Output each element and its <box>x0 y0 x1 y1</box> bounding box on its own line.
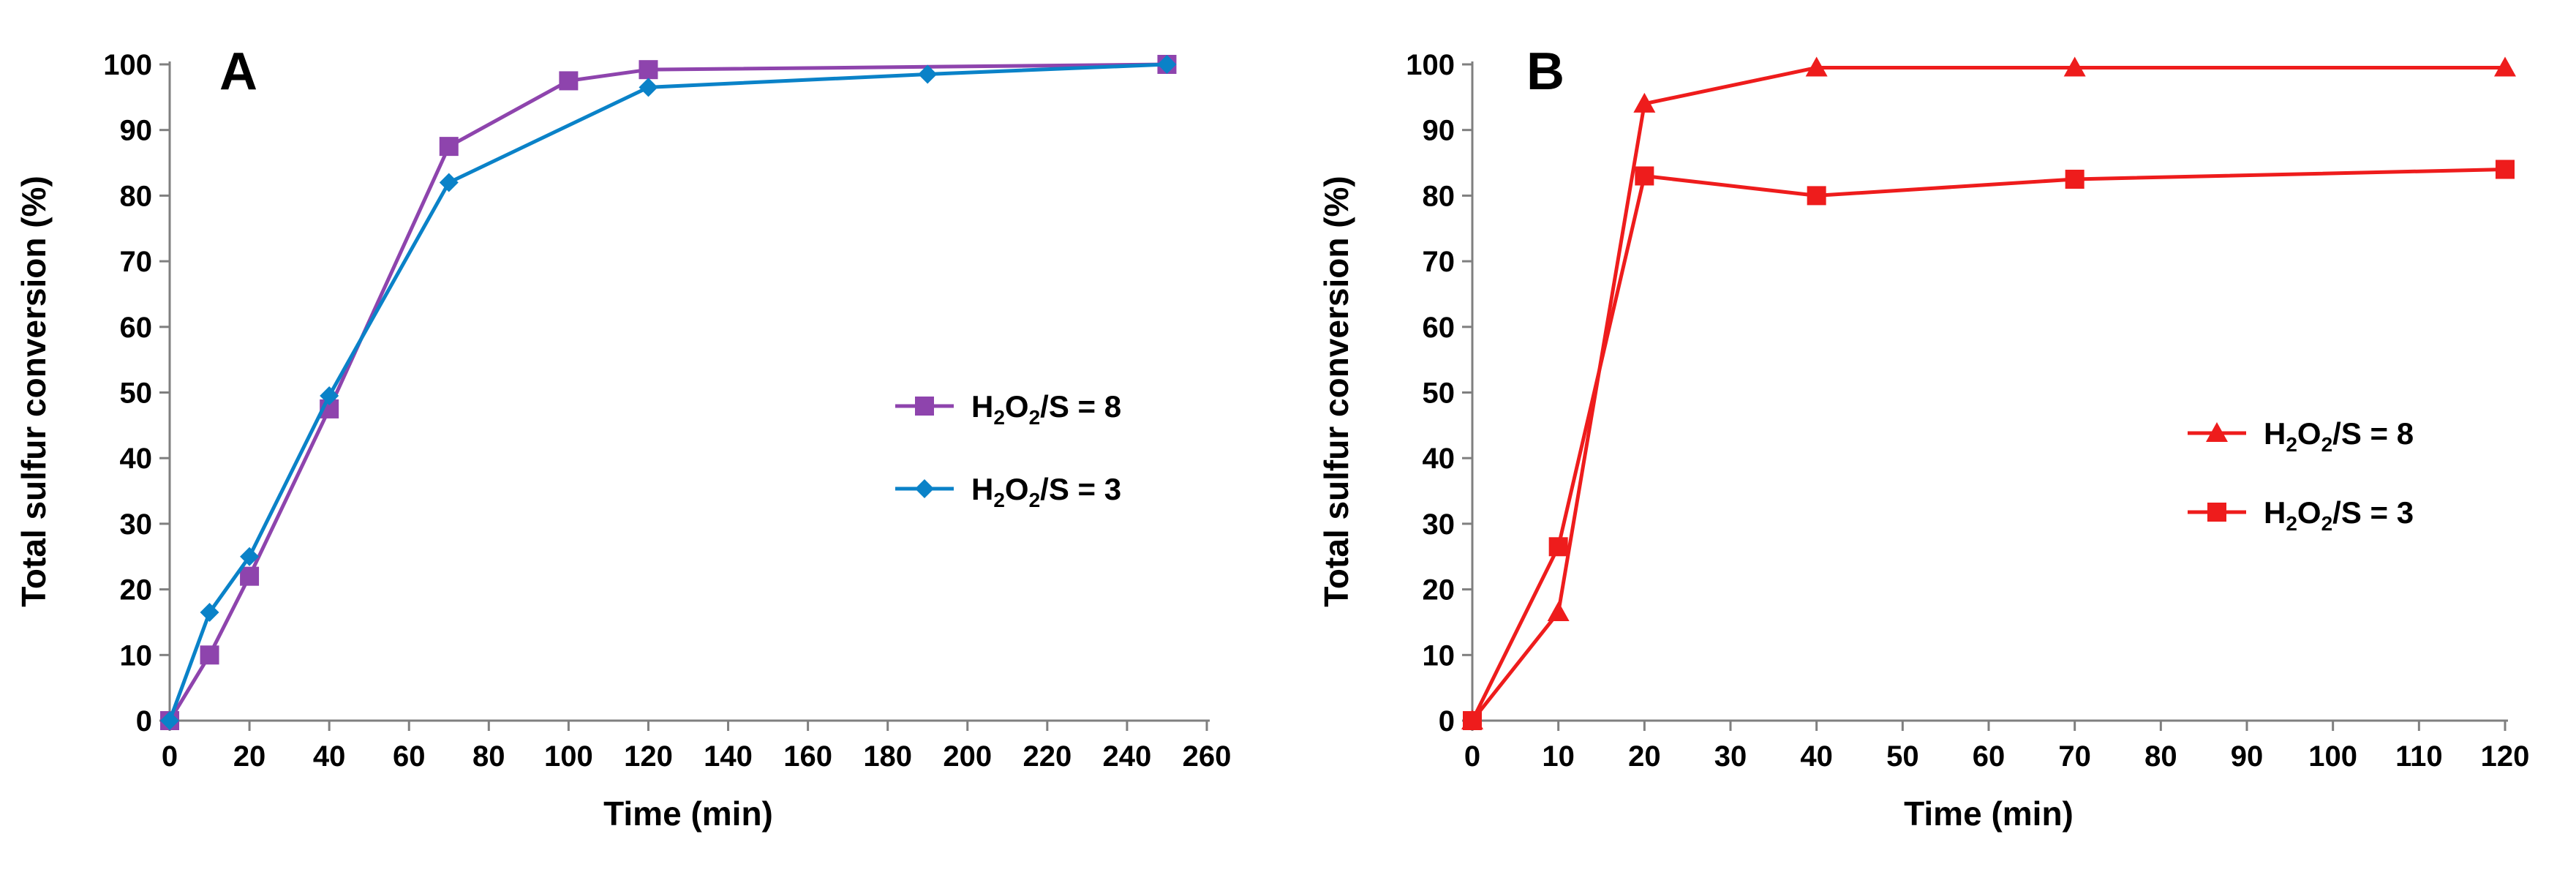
y-tick-label: 10 <box>1423 639 1455 672</box>
legend-label: H2O2/S = 8 <box>2264 416 2414 456</box>
y-tick-label: 20 <box>1423 574 1455 607</box>
x-tick-label: 80 <box>2144 740 2177 773</box>
data-point <box>240 566 260 586</box>
data-point <box>639 60 658 80</box>
y-tick-label: 30 <box>120 508 153 541</box>
data-point <box>2063 56 2086 77</box>
data-point <box>1463 711 1482 730</box>
legend-label: H2O2/S = 3 <box>971 472 1121 511</box>
y-tick-label: 0 <box>136 705 152 737</box>
panel-letter: A <box>219 42 257 101</box>
legend-marker <box>2206 422 2228 442</box>
x-tick-label: 60 <box>393 740 426 773</box>
data-point <box>1805 56 1828 77</box>
data-point <box>2494 56 2516 77</box>
data-point <box>439 137 459 157</box>
x-tick-label: 200 <box>943 740 992 773</box>
y-tick-label: 50 <box>120 378 153 410</box>
y-tick-label: 80 <box>1423 180 1455 212</box>
x-tick-label: 20 <box>233 740 266 773</box>
data-point <box>559 71 579 91</box>
y-axis-label: Total sulfur conversion (%) <box>1317 176 1355 607</box>
series-line <box>1470 168 2506 722</box>
legend-marker <box>915 479 934 498</box>
panel-letter: B <box>1526 42 1564 101</box>
panel-a-chart: 0 10 20 30 40 50 60 70 80 90 100 0 20 40 60 80 100 120 140… <box>15 42 1231 833</box>
legend-marker <box>2207 503 2226 522</box>
panel-b-chart: 0 10 20 30 40 50 60 70 80 90 100 0 10 20 30 40 50 60 70 80 9… <box>1317 42 2529 833</box>
y-tick-label: 90 <box>120 115 153 147</box>
y-tick-label: 60 <box>120 312 153 344</box>
x-tick-label: 70 <box>2058 740 2091 773</box>
data-point <box>320 386 339 405</box>
y-tick-label: 20 <box>120 574 153 607</box>
x-tick-label: 0 <box>1464 740 1480 773</box>
y-tick-label: 30 <box>1423 508 1455 541</box>
data-point <box>1157 55 1177 74</box>
x-tick-label: 100 <box>544 740 593 773</box>
x-tick-label: 260 <box>1183 740 1232 773</box>
y-tick-label: 80 <box>120 180 153 212</box>
x-tick-label: 140 <box>704 740 753 773</box>
x-tick-label: 60 <box>1973 740 2006 773</box>
x-tick-label: 10 <box>1542 740 1575 773</box>
x-tick-label: 30 <box>1714 740 1747 773</box>
data-point <box>2065 169 2084 189</box>
y-tick-label: 50 <box>1423 378 1455 410</box>
x-tick-label: 220 <box>1023 740 1072 773</box>
x-tick-label: 50 <box>1886 740 1919 773</box>
y-tick-label: 70 <box>1423 246 1455 278</box>
x-axis-label: Time (min) <box>603 795 773 833</box>
x-tick-label: 40 <box>313 740 346 773</box>
series-line <box>167 62 1167 721</box>
data-point <box>160 711 179 730</box>
x-tick-label: 40 <box>1800 740 1833 773</box>
legend-marker <box>915 397 934 416</box>
y-tick-label: 40 <box>1423 443 1455 475</box>
x-tick-label: 0 <box>162 740 178 773</box>
x-tick-label: 90 <box>2231 740 2264 773</box>
y-tick-label: 70 <box>120 246 153 278</box>
data-point <box>2496 159 2515 179</box>
series-line <box>1471 65 2505 722</box>
x-tick-label: 100 <box>2308 740 2357 773</box>
data-point <box>240 547 260 566</box>
y-tick-label: 100 <box>1406 49 1455 81</box>
data-point <box>200 645 219 665</box>
y-tick-label: 60 <box>1423 312 1455 344</box>
data-point <box>639 78 658 97</box>
x-tick-label: 80 <box>472 740 505 773</box>
data-point <box>1633 92 1656 113</box>
data-point <box>918 64 938 84</box>
data-point <box>1547 601 1570 621</box>
data-point <box>1548 537 1568 557</box>
x-axis-label: Time (min) <box>1904 795 2074 833</box>
x-tick-label: 20 <box>1628 740 1661 773</box>
y-axis-label: Total sulfur conversion (%) <box>15 176 53 607</box>
x-tick-label: 180 <box>863 740 912 773</box>
data-point <box>1807 186 1826 206</box>
x-tick-label: 240 <box>1103 740 1152 773</box>
data-point <box>200 602 219 622</box>
y-tick-label: 10 <box>120 639 153 672</box>
legend-label: H2O2/S = 8 <box>971 389 1121 429</box>
legend-label: H2O2/S = 3 <box>2264 495 2414 535</box>
x-tick-label: 120 <box>2481 740 2530 773</box>
y-tick-label: 40 <box>120 443 153 475</box>
data-point <box>1635 166 1654 186</box>
y-tick-label: 100 <box>103 49 152 81</box>
y-tick-label: 0 <box>1439 705 1455 737</box>
x-tick-label: 120 <box>624 740 673 773</box>
x-tick-label: 160 <box>783 740 832 773</box>
series-line <box>167 62 1167 722</box>
y-tick-label: 90 <box>1423 115 1455 147</box>
data-point <box>439 173 459 192</box>
x-tick-label: 110 <box>2395 740 2443 773</box>
